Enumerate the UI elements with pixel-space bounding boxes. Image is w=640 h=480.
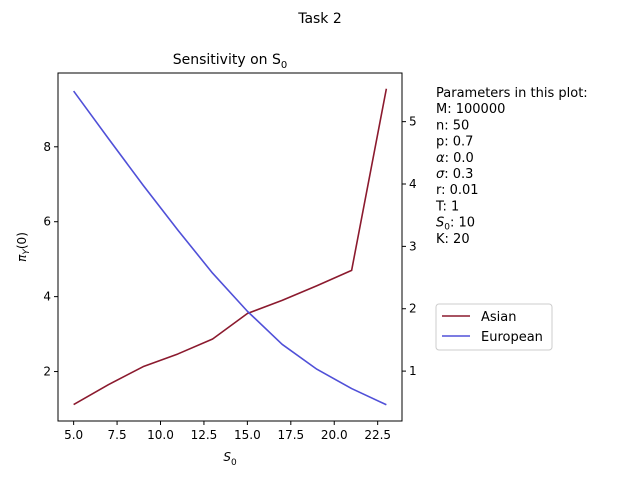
parameter-value: : 0.0	[445, 151, 474, 166]
parameter-name: K	[436, 232, 445, 247]
right-y-tick-label: 2	[409, 302, 417, 316]
parameter-subscript: 0	[444, 223, 450, 233]
parameter-line: M: 100000	[436, 102, 505, 117]
parameter-name: α	[436, 151, 445, 166]
right-y-tick-label: 1	[409, 364, 417, 378]
x-axis-label-subscript: 0	[231, 458, 237, 468]
legend-label-asian: Asian	[481, 310, 516, 325]
y-label-subscript: Y	[22, 248, 32, 255]
right-y-tick-label: 3	[409, 239, 417, 253]
parameter-line: p: 0.7	[436, 135, 473, 150]
y-label-pi: π	[15, 254, 29, 262]
x-tick-label: 5.0	[64, 428, 83, 442]
parameter-name: σ	[436, 167, 445, 182]
y-label-arg: (0)	[15, 232, 29, 249]
right-y-tick-label: 4	[409, 177, 417, 191]
figure-suptitle: Task 2	[297, 11, 342, 27]
parameter-line: r: 0.01	[436, 183, 479, 198]
parameter-value: : 0.01	[441, 183, 478, 198]
chart-title: Sensitivity on S0	[173, 52, 288, 71]
parameter-line: K: 20	[436, 232, 470, 247]
x-axis-label: S0	[223, 450, 237, 468]
parameter-value: : 0.3	[444, 167, 473, 182]
left-y-tick-label: 8	[43, 140, 51, 154]
series-line-asian	[73, 88, 388, 406]
parameter-line: T: 1	[435, 199, 459, 214]
parameters-heading: Parameters in this plot:	[436, 86, 588, 101]
chart-title-text: Sensitivity on S	[173, 52, 281, 68]
parameter-name: r	[436, 183, 442, 198]
x-tick-label: 17.5	[277, 428, 304, 442]
parameter-name: S	[436, 216, 444, 231]
plot-area: 5.0 7.5 10.0 12.5 15.0 17.5 20.0 22.5 2 4 6 8 1 2 3 4 5 S…	[15, 72, 417, 468]
left-y-tick-label: 4	[43, 290, 51, 304]
x-tick-label: 22.5	[364, 428, 391, 442]
parameter-line: σ: 0.3	[436, 167, 473, 182]
parameter-value: : 1	[443, 199, 460, 214]
parameter-line: n: 50	[436, 118, 469, 133]
parameter-value: : 20	[445, 232, 470, 247]
series-line-european	[72, 90, 387, 406]
x-tick-label: 7.5	[108, 428, 127, 442]
x-axis-label-main: S	[223, 450, 231, 464]
legend: Asian European	[435, 303, 553, 351]
parameter-line: α: 0.0	[436, 151, 474, 166]
parameter-value: : 10	[450, 216, 475, 231]
parameter-name: n	[436, 118, 444, 133]
x-tick-label: 20.0	[321, 428, 348, 442]
x-tick-label: 10.0	[147, 428, 174, 442]
chart-title-subscript: 0	[281, 60, 287, 71]
legend-label-european: European	[481, 330, 543, 345]
parameter-value: : 50	[444, 118, 469, 133]
left-y-tick-label: 6	[43, 215, 51, 229]
parameter-name: M	[436, 102, 447, 117]
left-y-tick-label: 2	[43, 365, 51, 379]
parameter-value: : 0.7	[444, 135, 473, 150]
left-y-axis-label: πY(0)	[15, 232, 32, 262]
plot-frame	[57, 72, 403, 422]
parameter-value: : 100000	[447, 102, 505, 117]
x-tick-label: 15.0	[234, 428, 261, 442]
x-tick-label: 12.5	[191, 428, 218, 442]
parameter-name: T	[435, 199, 444, 214]
parameter-name: p	[436, 135, 444, 150]
right-y-tick-label: 5	[409, 115, 417, 129]
parameter-line: S0: 10	[436, 216, 475, 233]
